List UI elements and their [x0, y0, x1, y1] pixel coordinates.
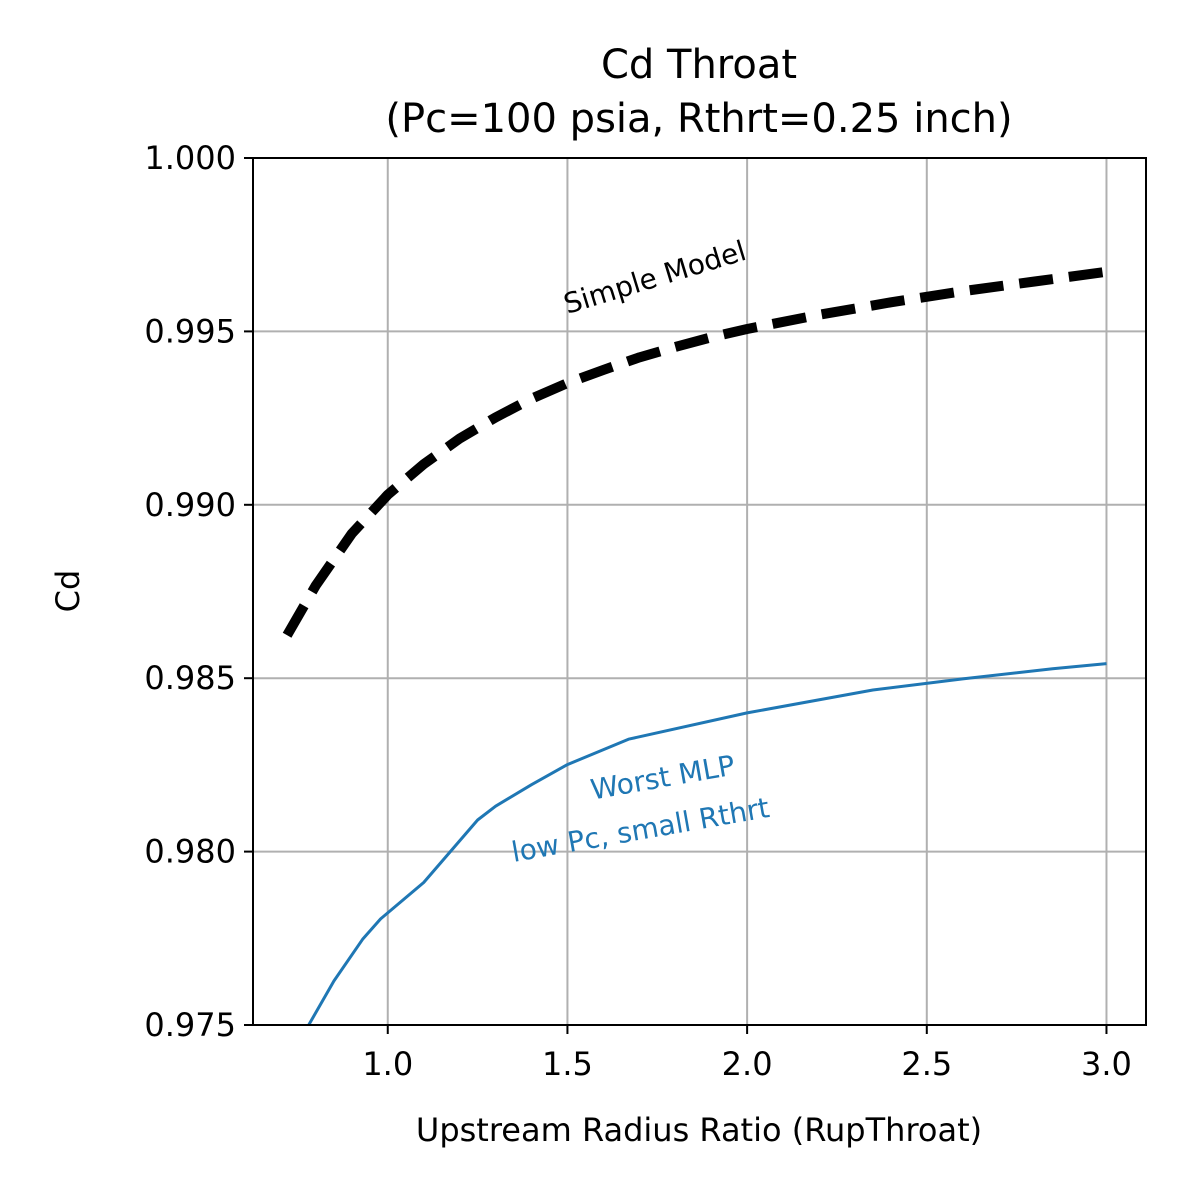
worst-mlp-line	[307, 662, 1107, 1025]
y-tick-label: 0.990	[144, 486, 236, 524]
x-tick-label: 1.0	[362, 1045, 413, 1083]
y-tick-label: 0.985	[144, 659, 236, 697]
y-tick-label: 0.980	[144, 833, 236, 871]
y-axis-label: Cd	[49, 570, 87, 613]
chart-title: Cd Throat	[601, 42, 797, 88]
x-tick-label: 1.5	[542, 1045, 593, 1083]
chart-subtitle: (Pc=100 psia, Rthrt=0.25 inch)	[385, 96, 1012, 142]
y-tick-label: 1.000	[144, 139, 236, 177]
simple-model-line	[282, 266, 1108, 638]
plot-frame	[252, 157, 1147, 1026]
ticks-layer: 1.0 1.5 2.0 2.5 3.0 0.975 0.980 0.985 0.990 0.995…	[144, 139, 1132, 1083]
y-tick-label: 0.975	[144, 1006, 236, 1044]
series-layer	[282, 266, 1108, 1025]
x-tick-label: 2.5	[901, 1045, 952, 1083]
x-axis-label: Upstream Radius Ratio (RupThroat)	[416, 1111, 982, 1149]
y-tick-label: 0.995	[144, 312, 236, 350]
x-tick-label: 3.0	[1081, 1045, 1132, 1083]
x-tick-label: 2.0	[722, 1045, 773, 1083]
